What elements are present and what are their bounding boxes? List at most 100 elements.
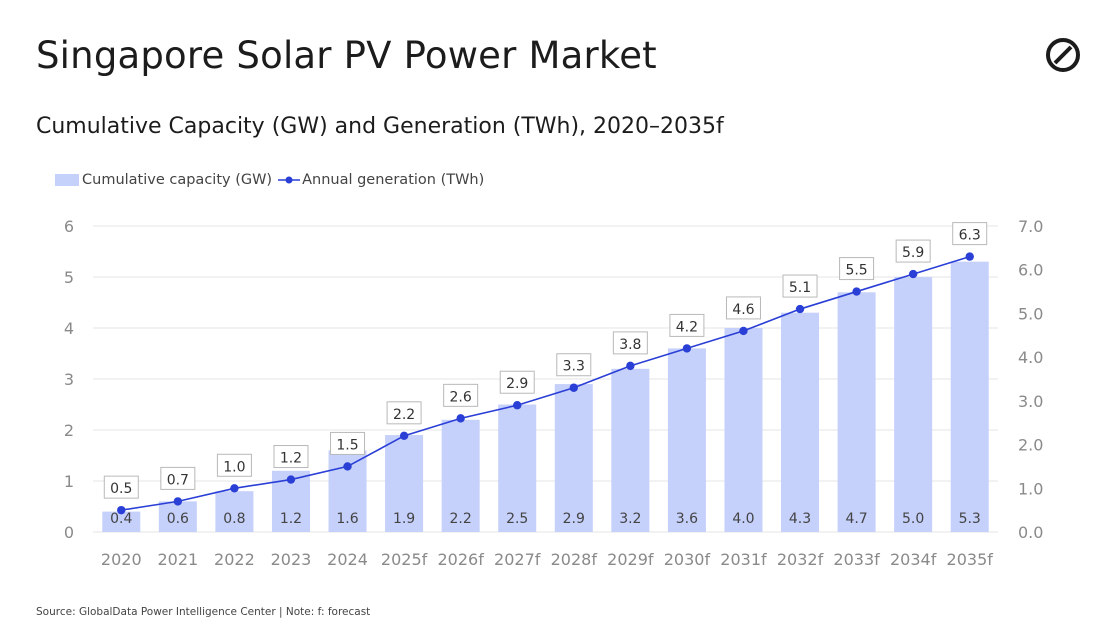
generation-value-label: 0.5 bbox=[110, 481, 132, 497]
capacity-bar bbox=[215, 491, 254, 532]
capacity-value-label: 0.8 bbox=[223, 511, 245, 527]
y-left-tick-label: 3 bbox=[64, 370, 74, 389]
x-tick-label: 2028f bbox=[551, 550, 598, 569]
generation-value-label: 6.3 bbox=[959, 228, 981, 244]
generation-value-label: 5.9 bbox=[902, 245, 924, 261]
capacity-value-label: 4.0 bbox=[732, 511, 754, 527]
capacity-value-label: 4.7 bbox=[845, 511, 867, 527]
legend-generation-label: Annual generation (TWh) bbox=[302, 172, 485, 188]
generation-line bbox=[121, 255, 970, 511]
x-tick-label: 2021 bbox=[157, 550, 198, 569]
legend-generation-swatch bbox=[278, 174, 301, 186]
generation-value-label: 1.5 bbox=[336, 437, 358, 453]
generation-label-box bbox=[330, 431, 366, 455]
generation-label-box bbox=[669, 313, 705, 337]
generation-value-label: 1.2 bbox=[280, 451, 302, 467]
generation-label-box bbox=[725, 296, 761, 320]
generation-value-label: 2.2 bbox=[393, 407, 415, 423]
capacity-bar bbox=[498, 404, 537, 532]
generation-value-label: 4.6 bbox=[732, 302, 754, 318]
capacity-value-label: 5.0 bbox=[902, 511, 924, 527]
chart-subtitle: Cumulative Capacity (GW) and Generation … bbox=[36, 114, 724, 139]
generation-value-label: 0.7 bbox=[167, 472, 189, 488]
y-left-tick-label: 5 bbox=[64, 268, 74, 287]
globaldata-logo-icon bbox=[1046, 38, 1080, 72]
generation-value-label: 3.3 bbox=[563, 359, 585, 375]
y-right-tick-label: 6.0 bbox=[1018, 261, 1043, 280]
y-right-tick-label: 2.0 bbox=[1018, 436, 1043, 455]
y-right-tick-label: 0.0 bbox=[1018, 523, 1043, 542]
generation-point bbox=[513, 401, 522, 410]
x-tick-label: 2025f bbox=[381, 550, 428, 569]
generation-point bbox=[682, 344, 692, 353]
generation-point bbox=[456, 414, 465, 423]
y-left-tick-label: 1 bbox=[64, 472, 74, 491]
generation-point bbox=[173, 497, 183, 506]
x-tick-label: 2032f bbox=[777, 550, 824, 569]
y-left-tick-label: 0 bbox=[64, 523, 74, 542]
generation-point bbox=[626, 361, 635, 371]
capacity-bar bbox=[158, 501, 197, 532]
generation-point bbox=[569, 383, 578, 392]
generation-label-box bbox=[386, 401, 422, 425]
generation-value-label: 3.8 bbox=[619, 337, 641, 353]
generation-value-label: 5.1 bbox=[789, 280, 811, 296]
generation-point bbox=[739, 326, 748, 336]
capacity-bar bbox=[837, 292, 876, 532]
y-right-tick-label: 4.0 bbox=[1018, 348, 1043, 367]
generation-point bbox=[117, 505, 126, 515]
y-left-tick-label: 2 bbox=[64, 421, 74, 440]
generation-label-box bbox=[216, 453, 252, 477]
generation-label-box bbox=[895, 239, 931, 263]
x-tick-label: 2023 bbox=[271, 550, 312, 569]
x-tick-label: 2022 bbox=[214, 550, 255, 569]
capacity-bar bbox=[781, 312, 820, 532]
capacity-value-label: 4.3 bbox=[789, 511, 811, 527]
generation-point bbox=[399, 431, 409, 441]
capacity-bar bbox=[554, 384, 593, 532]
capacity-bar bbox=[102, 511, 141, 532]
generation-label-box bbox=[273, 445, 309, 469]
y-right-tick-label: 7.0 bbox=[1018, 217, 1043, 236]
y-right-tick-label: 1.0 bbox=[1018, 479, 1043, 498]
generation-value-label: 4.2 bbox=[676, 319, 698, 335]
capacity-bar bbox=[611, 368, 650, 532]
x-tick-label: 2026f bbox=[437, 550, 484, 569]
capacity-value-label: 1.9 bbox=[393, 511, 415, 527]
generation-value-label: 2.6 bbox=[450, 389, 472, 405]
generation-value-label: 5.5 bbox=[845, 263, 867, 279]
capacity-bar bbox=[950, 261, 989, 532]
capacity-bar bbox=[667, 348, 706, 532]
capacity-value-label: 3.6 bbox=[676, 511, 698, 527]
generation-point bbox=[230, 484, 239, 493]
generation-label-box bbox=[556, 353, 592, 377]
generation-label-box bbox=[443, 383, 479, 407]
generation-point bbox=[965, 252, 974, 261]
capacity-bar bbox=[441, 419, 480, 532]
capacity-value-label: 1.6 bbox=[336, 511, 358, 527]
x-tick-label: 2020 bbox=[101, 550, 142, 569]
capacity-value-label: 5.3 bbox=[959, 511, 981, 527]
capacity-value-label: 0.6 bbox=[167, 511, 189, 527]
generation-point bbox=[908, 269, 918, 279]
x-tick-label: 2027f bbox=[494, 550, 541, 569]
capacity-value-label: 2.9 bbox=[563, 511, 585, 527]
capacity-value-label: 1.2 bbox=[280, 511, 302, 527]
generation-label-box bbox=[782, 274, 818, 298]
generation-label-box bbox=[499, 370, 535, 394]
generation-value-label: 2.9 bbox=[506, 376, 528, 392]
capacity-value-label: 2.2 bbox=[450, 511, 472, 527]
capacity-bar bbox=[724, 328, 763, 532]
capacity-value-label: 2.5 bbox=[506, 511, 528, 527]
generation-point bbox=[795, 304, 805, 314]
generation-label-box bbox=[103, 475, 139, 499]
x-tick-label: 2033f bbox=[833, 550, 880, 569]
capacity-value-label: 3.2 bbox=[619, 511, 641, 527]
generation-point bbox=[286, 475, 296, 484]
generation-label-box bbox=[160, 466, 196, 490]
legend-capacity-swatch bbox=[55, 174, 79, 186]
capacity-bar bbox=[894, 277, 933, 532]
generation-point bbox=[852, 287, 861, 296]
legend-capacity-label: Cumulative capacity (GW) bbox=[82, 172, 273, 188]
source-note: Source: GlobalData Power Intelligence Ce… bbox=[36, 606, 371, 618]
